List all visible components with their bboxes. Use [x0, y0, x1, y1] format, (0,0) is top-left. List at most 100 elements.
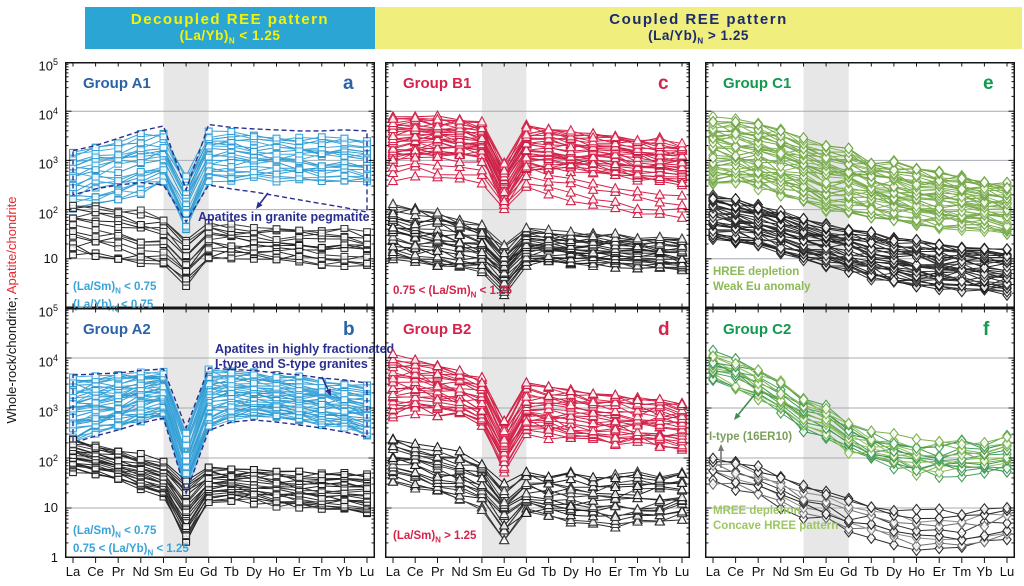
y-tick-label: 105 [38, 303, 58, 320]
panel-c: Group B1 c 0.75 < (La/Sm)N < 1.25 [385, 62, 690, 332]
cluster-apatite [708, 344, 1012, 484]
x-tick-label: Pr [111, 564, 125, 579]
chart-b [65, 308, 375, 563]
annotation-mree-note: MREE depletion Concave HREE pattern [713, 505, 839, 532]
x-tick-label: Ho [908, 564, 925, 579]
panel-f: Group C2 f I-type (16ER10) MREE depletion Co… [705, 308, 1015, 582]
x-axis-labels-f: La Ce Pr Nd Sm Eu Gd Tb Dy Ho Er Tm Yb Lu [705, 564, 1015, 582]
x-tick-label: Ho [584, 564, 602, 579]
panel-border [385, 308, 690, 558]
y-tick-label: 102 [38, 453, 58, 470]
decoupled-title: Decoupled REE pattern [130, 10, 330, 28]
decoupled-subtitle: (La/Yb)N < 1.25 [179, 27, 281, 46]
x-tick-label: Pr [751, 564, 765, 579]
group-label-c: Group B1 [403, 75, 472, 92]
chart-d [385, 308, 690, 563]
x-axis-labels-d: La Ce Pr Nd Sm Eu Gd Tb Dy Ho Er Tm Yb Lu [385, 564, 690, 582]
x-tick-label: Gd [840, 564, 858, 579]
x-tick-label: Gd [517, 564, 536, 579]
x-tick-label: Dy [885, 564, 902, 579]
panel-border [705, 62, 1015, 308]
y-tick-label: 105 [38, 57, 58, 74]
x-tick-label: Ho [268, 564, 285, 579]
x-tick-label: Yb [336, 564, 353, 579]
panel-d: Group B2 d (La/Sm)N > 1.25 [385, 308, 690, 582]
chart-c [385, 62, 690, 308]
chart-e [705, 62, 1015, 308]
x-tick-label: Ce [87, 564, 104, 579]
y-tick-label: 104 [38, 353, 58, 370]
x-tick-label: Pr [430, 564, 444, 579]
annotation-pegmatite-note: Apatites in granite pegmatite [198, 210, 370, 224]
group-label-d: Group B2 [403, 321, 472, 338]
panel-letter-e: e [983, 73, 994, 94]
y-tick-label: 102 [38, 204, 58, 221]
x-tick-label: Ce [406, 564, 424, 579]
annotation-arrow [321, 376, 329, 391]
x-tick-label: Eu [178, 564, 195, 579]
y-tick-label: 103 [38, 403, 58, 420]
x-tick-label: Lu [999, 564, 1015, 579]
group-label-f: Group C2 [723, 321, 792, 338]
envelope-outline [72, 123, 368, 224]
x-tick-label: Eu [496, 564, 513, 579]
x-tick-label: Er [932, 564, 946, 579]
x-tick-label: Ce [727, 564, 744, 579]
x-tick-label: La [385, 564, 401, 579]
x-tick-label: Lu [674, 564, 690, 579]
x-tick-label: Tb [863, 564, 879, 579]
x-tick-label: Gd [200, 564, 218, 579]
x-tick-label: Nd [772, 564, 790, 579]
annotation-arrow-head [718, 444, 724, 451]
cluster-whole-rock [708, 452, 1012, 557]
annotation-criteria-b: (La/Sm)N < 0.75 0.75 < (La/Yb)N < 1.25 [73, 525, 189, 558]
group-label-a: Group A1 [83, 75, 151, 92]
x-tick-label: Tb [223, 564, 239, 579]
x-tick-label: Tm [628, 564, 647, 579]
panel-b: Group A2 b Apatites in highly fractionated… [65, 308, 394, 582]
x-tick-label: Sm [153, 564, 174, 579]
panel-border [65, 62, 375, 308]
panel-letter-c: c [658, 73, 669, 94]
cluster-apatite [387, 348, 688, 477]
x-tick-label: Sm [472, 564, 492, 579]
annotation-itype-note: I-type (16ER10) [709, 431, 793, 443]
x-tick-label: Nd [451, 564, 468, 579]
x-tick-label: Dy [562, 564, 579, 579]
y-tick-label: 104 [38, 106, 58, 123]
x-tick-label: Tb [541, 564, 557, 579]
panel-letter-a: a [343, 73, 354, 94]
chart-f [705, 308, 1015, 563]
annotation-arrow-head [325, 388, 331, 396]
y-tick-label: 103 [38, 155, 58, 172]
group-label-b: Group A2 [83, 321, 151, 338]
chart-a [65, 62, 375, 308]
annotation-criteria-d: (La/Sm)N > 1.25 [393, 530, 477, 545]
cluster-apatite [708, 110, 1012, 241]
x-tick-label: Tm [952, 564, 972, 579]
y-tick-label: 10 [43, 250, 58, 266]
cluster-whole-rock [708, 189, 1012, 302]
cluster-apatite-low [387, 151, 688, 222]
annotation-arrow [737, 393, 756, 416]
x-tick-label: Yb [651, 564, 668, 579]
panel-border [705, 308, 1015, 558]
x-tick-label: La [705, 564, 721, 579]
cluster-whole-rock [387, 198, 688, 300]
panel-letter-d: d [658, 319, 670, 340]
x-tick-label: Dy [245, 564, 262, 579]
group-label-e: Group C1 [723, 75, 792, 92]
x-tick-label: Sm [793, 564, 814, 579]
panel-border [65, 308, 375, 558]
x-tick-label: Eu [818, 564, 835, 579]
cluster-whole-rock [387, 433, 688, 545]
envelope-outline [72, 367, 368, 496]
decoupled-header: Decoupled REE pattern (La/Yb)N < 1.25 [85, 7, 375, 49]
cluster-apatite [387, 109, 688, 214]
x-tick-label: Nd [132, 564, 150, 579]
panel-border [385, 62, 690, 308]
panel-letter-b: b [343, 319, 355, 340]
coupled-title: Coupled REE pattern [609, 10, 788, 28]
annotation-arrow-head [734, 412, 741, 420]
